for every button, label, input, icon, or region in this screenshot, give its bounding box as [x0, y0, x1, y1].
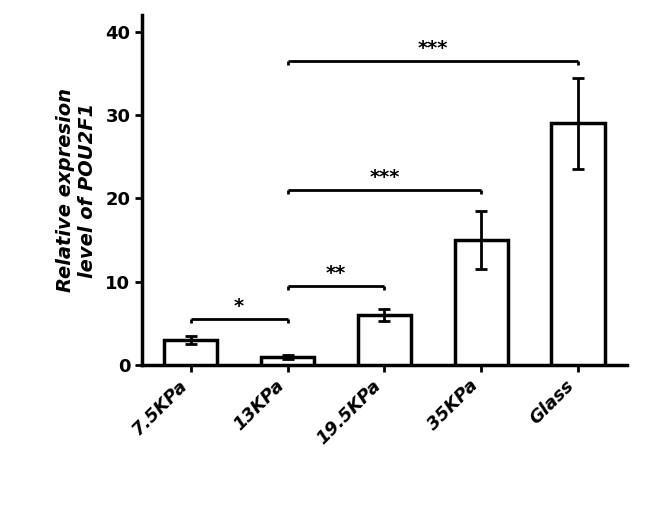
Bar: [551, 124, 605, 365]
Text: ***: ***: [369, 168, 400, 187]
Bar: [455, 240, 508, 365]
Text: *: *: [234, 297, 244, 316]
Bar: [358, 315, 411, 365]
Text: ***: ***: [417, 39, 448, 58]
Bar: [164, 340, 218, 365]
Y-axis label: Relative expresion
level of POU2F1: Relative expresion level of POU2F1: [56, 88, 97, 292]
Bar: [261, 357, 314, 365]
Text: **: **: [326, 264, 346, 282]
